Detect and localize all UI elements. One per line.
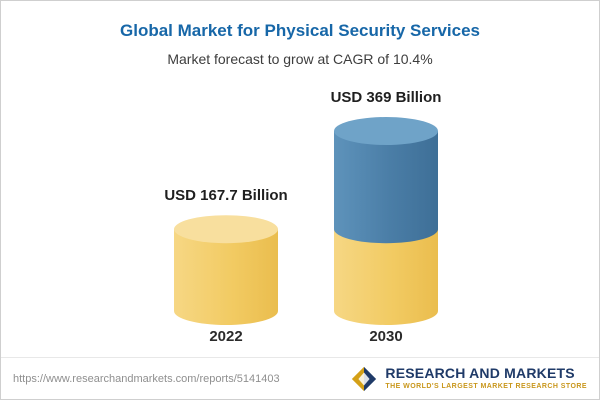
cylinder-2022-body [174, 229, 278, 325]
brand-text: RESEARCH AND MARKETS THE WORLD'S LARGEST… [385, 364, 587, 391]
value-label-2030: USD 369 Billion [330, 89, 442, 106]
footer: https://www.researchandmarkets.com/repor… [1, 357, 599, 399]
cylinder-2030-growth-body [334, 131, 438, 244]
brand-logo: RESEARCH AND MARKETS THE WORLD'S LARGEST… [350, 365, 587, 393]
brand-tagline: THE WORLD'S LARGEST MARKET RESEARCH STOR… [385, 383, 587, 391]
cylinder-2022-top [174, 215, 278, 244]
value-label-2022: USD 167.7 Billion [164, 187, 288, 205]
cylinder-2030-base-body [334, 229, 438, 325]
cylinder-2030-top [334, 117, 438, 145]
report-url-link[interactable]: https://www.researchandmarkets.com/repor… [13, 372, 280, 385]
chart-subtitle: Market forecast to grow at CAGR of 10.4% [167, 51, 433, 67]
category-label: 2022 [209, 328, 243, 345]
chart-header: Global Market for Physical Security Serv… [1, 21, 599, 67]
chart-title: Global Market for Physical Security Serv… [120, 21, 480, 40]
researchandmarkets-logo-icon [352, 366, 377, 391]
brand-name: RESEARCH AND MARKETS [385, 364, 575, 381]
category-label: 2030 [369, 328, 403, 345]
